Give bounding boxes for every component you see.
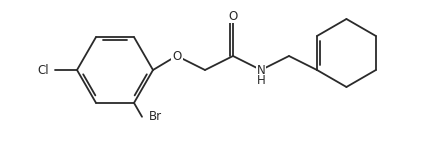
Text: Br: Br xyxy=(149,110,162,123)
Text: H: H xyxy=(256,74,265,88)
Text: O: O xyxy=(172,50,181,62)
Text: O: O xyxy=(228,9,238,22)
Text: Cl: Cl xyxy=(37,64,49,76)
Text: N: N xyxy=(256,64,265,76)
